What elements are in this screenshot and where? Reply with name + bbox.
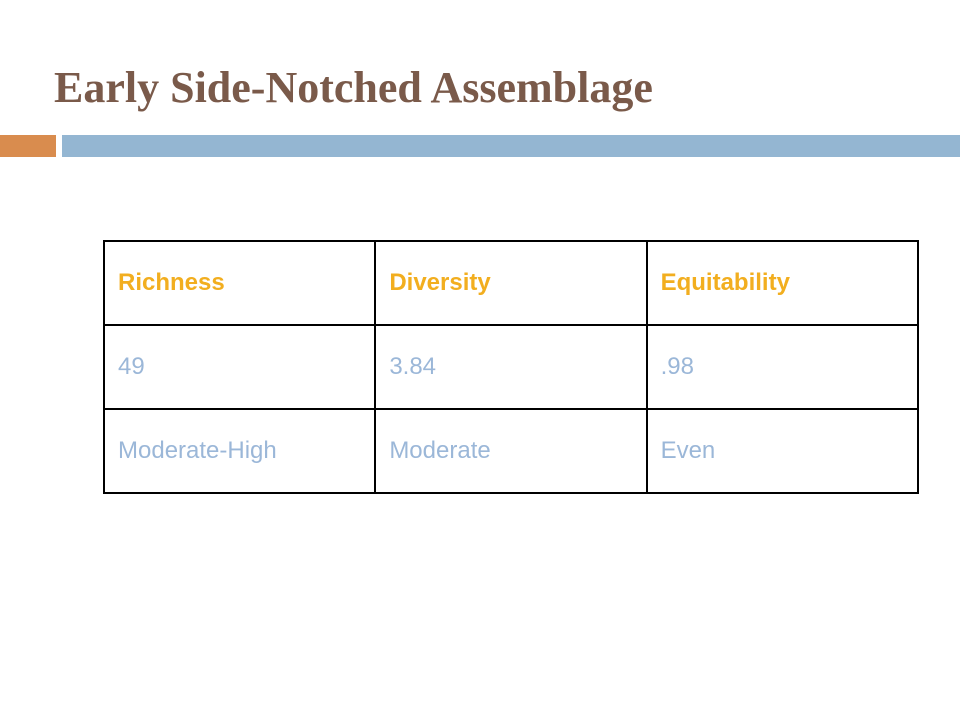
table-cell: Moderate-High bbox=[102, 408, 377, 494]
table-cell: .98 bbox=[645, 324, 920, 410]
header-cell-diversity: Diversity bbox=[374, 240, 648, 326]
header-cell-equitability: Equitability bbox=[645, 240, 920, 326]
table-cell: 3.84 bbox=[374, 324, 648, 410]
table-row: Moderate-High Moderate Even bbox=[102, 408, 920, 494]
title-rule-bar bbox=[62, 135, 960, 157]
assemblage-table: Richness Diversity Equitability 49 3.84 … bbox=[102, 240, 920, 494]
table-cell: Moderate bbox=[374, 408, 648, 494]
table-header-row: Richness Diversity Equitability bbox=[102, 240, 920, 326]
accent-bar bbox=[0, 135, 56, 157]
table-cell: Even bbox=[645, 408, 920, 494]
table-row: 49 3.84 .98 bbox=[102, 324, 920, 410]
table-cell: 49 bbox=[102, 324, 377, 410]
header-cell-richness: Richness bbox=[102, 240, 377, 326]
slide-title: Early Side-Notched Assemblage bbox=[54, 63, 653, 112]
